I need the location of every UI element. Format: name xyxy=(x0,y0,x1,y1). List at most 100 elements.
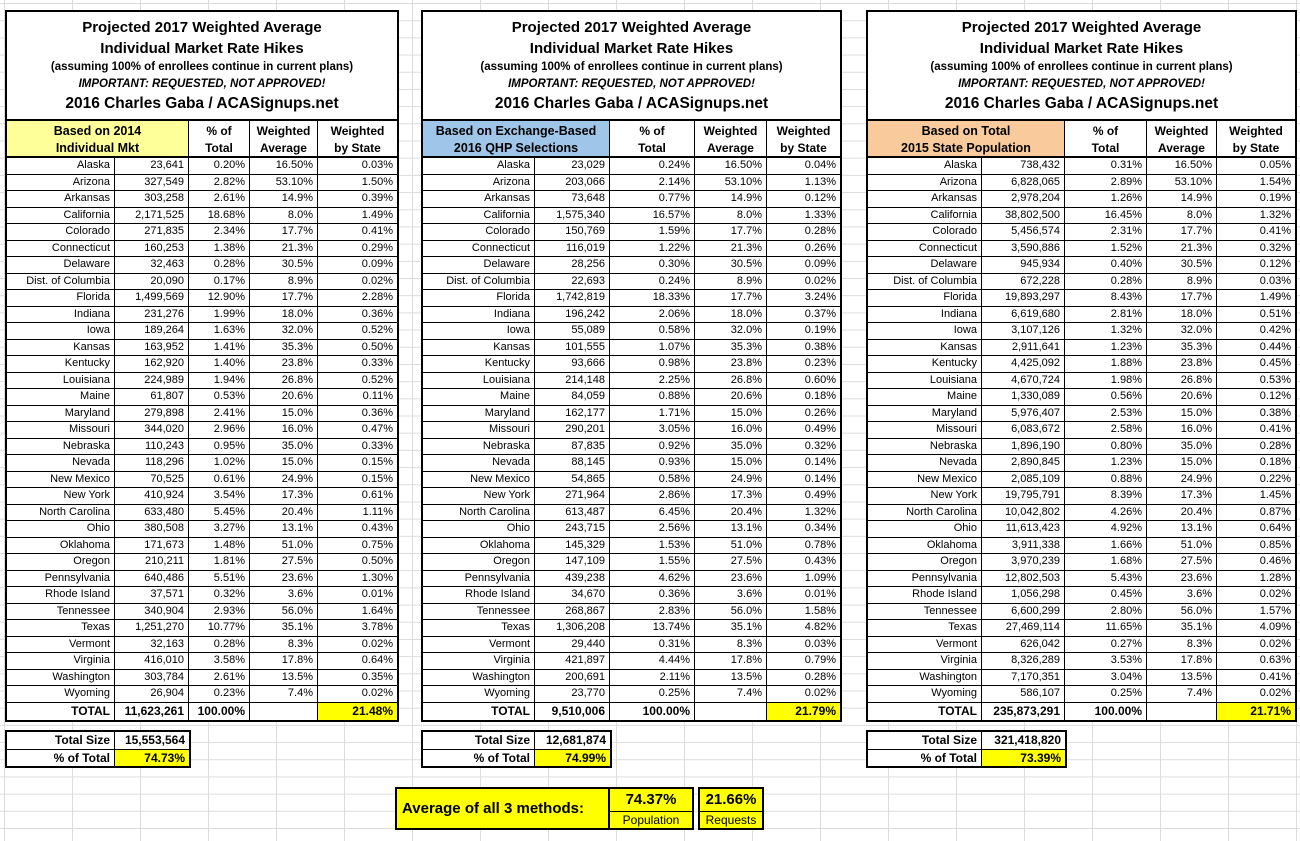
state-name-cell[interactable]: Dist. of Columbia xyxy=(423,273,535,289)
enrollment-value-cell[interactable]: 171,673 xyxy=(115,537,189,553)
weighted-average-cell[interactable]: 17.7% xyxy=(250,290,318,306)
weighted-average-cell[interactable]: 20.6% xyxy=(250,389,318,405)
table-title-block[interactable]: Projected 2017 Weighted Average Individu… xyxy=(866,10,1297,121)
weighted-average-cell[interactable]: 27.5% xyxy=(250,554,318,570)
enrollment-value-cell[interactable]: 5,976,407 xyxy=(982,405,1065,421)
enrollment-value-cell[interactable]: 1,896,190 xyxy=(982,438,1065,454)
state-name-cell[interactable]: Rhode Island xyxy=(423,587,535,603)
weighted-by-state-cell[interactable]: 3.24% xyxy=(804,291,836,303)
summary-requests-cell[interactable]: 21.66% Requests xyxy=(698,787,764,830)
pct-of-total-cell[interactable]: 0.36% xyxy=(610,587,695,603)
state-name-cell[interactable]: Dist. of Columbia xyxy=(7,273,115,289)
pct-of-total-cell[interactable]: 1.63% xyxy=(189,323,250,339)
weighted-by-state-cell[interactable]: 0.18% xyxy=(804,390,836,402)
total-weighted-by-state-cell[interactable]: 21.71% xyxy=(1217,702,1295,720)
enrollment-value-cell[interactable]: 421,897 xyxy=(535,653,610,669)
state-name-cell[interactable]: Nebraska xyxy=(423,438,535,454)
enrollment-value-cell[interactable]: 2,171,525 xyxy=(115,207,189,223)
pct-of-total-cell[interactable]: 8.39% xyxy=(1065,488,1147,504)
weighted-average-cell[interactable]: 24.9% xyxy=(695,471,767,487)
weighted-by-state-cell[interactable]: 0.42% xyxy=(1259,324,1291,336)
enrollment-value-cell[interactable]: 3,970,239 xyxy=(982,554,1065,570)
pct-of-total-cell[interactable]: 1.32% xyxy=(1065,323,1147,339)
weighted-average-cell[interactable]: 13.5% xyxy=(250,669,318,685)
weighted-by-state-cell[interactable]: 1.64% xyxy=(361,604,393,617)
weighted-by-state-cell[interactable]: 0.23% xyxy=(804,357,836,369)
weighted-by-state-cell[interactable]: 0.02% xyxy=(804,274,836,287)
enrollment-value-cell[interactable]: 2,085,109 xyxy=(982,471,1065,487)
weighted-average-cell[interactable]: 17.7% xyxy=(695,224,767,240)
weighted-by-state-cell[interactable]: 0.39% xyxy=(361,192,393,204)
state-name-cell[interactable]: Vermont xyxy=(423,636,535,652)
pct-of-total-cell[interactable]: 1.94% xyxy=(189,372,250,388)
weighted-average-cell[interactable]: 13.1% xyxy=(1147,521,1217,537)
pct-of-total-cell[interactable]: 2.06% xyxy=(610,306,695,322)
weighted-by-state-cell[interactable]: 1.49% xyxy=(361,208,393,221)
weighted-by-state-cell[interactable]: 0.87% xyxy=(1259,505,1291,518)
weighted-by-state-cell[interactable]: 0.09% xyxy=(804,258,836,270)
state-name-cell[interactable]: Washington xyxy=(7,669,115,685)
weighted-by-state-cell[interactable]: 0.14% xyxy=(804,456,836,468)
state-name-cell[interactable]: Alaska xyxy=(423,158,535,174)
weighted-by-state-cell[interactable]: 0.34% xyxy=(804,522,836,534)
weighted-average-cell[interactable]: 21.3% xyxy=(250,240,318,256)
weighted-average-cell[interactable]: 16.50% xyxy=(250,158,318,174)
enrollment-value-cell[interactable]: 19,795,791 xyxy=(982,488,1065,504)
enrollment-value-cell[interactable]: 3,911,338 xyxy=(982,537,1065,553)
weighted-by-state-cell[interactable]: 0.64% xyxy=(361,654,393,666)
weighted-by-state-cell[interactable]: 0.78% xyxy=(804,538,836,551)
total-pct-cell[interactable]: 100.00% xyxy=(610,702,695,720)
state-name-cell[interactable]: Missouri xyxy=(7,422,115,438)
weighted-by-state-cell[interactable]: 1.33% xyxy=(804,208,836,221)
weighted-average-cell[interactable]: 16.0% xyxy=(250,422,318,438)
pct-of-total-cell[interactable]: 2.81% xyxy=(1065,306,1147,322)
enrollment-value-cell[interactable]: 88,145 xyxy=(535,455,610,471)
enrollment-value-cell[interactable]: 613,487 xyxy=(535,504,610,520)
weighted-average-cell[interactable]: 7.4% xyxy=(250,686,318,702)
state-name-cell[interactable]: Indiana xyxy=(7,306,115,322)
basis-header-cell[interactable]: Based on Exchange-Based 2016 QHP Selectio… xyxy=(423,121,610,156)
enrollment-value-cell[interactable]: 279,898 xyxy=(115,405,189,421)
weighted-average-cell[interactable]: 35.1% xyxy=(250,620,318,636)
weighted-average-cell[interactable]: 17.8% xyxy=(695,653,767,669)
weighted-average-cell[interactable]: 15.0% xyxy=(1147,455,1217,471)
total-weighted-average-cell[interactable] xyxy=(1147,702,1217,720)
weighted-average-cell[interactable]: 15.0% xyxy=(695,405,767,421)
weighted-by-state-cell[interactable]: 0.36% xyxy=(361,406,393,419)
pct-of-total-cell[interactable]: 1.88% xyxy=(1065,356,1147,372)
pct-of-total-cell[interactable]: 16.45% xyxy=(1065,207,1147,223)
enrollment-value-cell[interactable]: 19,893,297 xyxy=(982,290,1065,306)
weighted-average-cell[interactable]: 17.3% xyxy=(250,488,318,504)
weighted-by-state-cell[interactable]: 0.33% xyxy=(361,439,393,452)
enrollment-value-cell[interactable]: 110,243 xyxy=(115,438,189,454)
pct-of-total-cell[interactable]: 0.58% xyxy=(610,323,695,339)
weighted-by-state-cell[interactable]: 0.52% xyxy=(361,373,393,386)
weighted-by-state-cell[interactable]: 0.32% xyxy=(1259,241,1291,254)
state-name-cell[interactable]: Connecticut xyxy=(423,240,535,256)
enrollment-value-cell[interactable]: 55,089 xyxy=(535,323,610,339)
weighted-by-state-cell[interactable]: 0.32% xyxy=(804,439,836,452)
weighted-average-cell[interactable]: 26.8% xyxy=(250,372,318,388)
weighted-by-state-cell[interactable]: 0.05% xyxy=(1259,159,1291,171)
weighted-by-state-cell[interactable]: 0.14% xyxy=(804,472,836,485)
state-name-cell[interactable]: Ohio xyxy=(7,521,115,537)
enrollment-value-cell[interactable]: 243,715 xyxy=(535,521,610,537)
enrollment-value-cell[interactable]: 8,326,289 xyxy=(982,653,1065,669)
basis-header-cell[interactable]: Based on 2014 Individual Mkt xyxy=(7,121,189,156)
state-name-cell[interactable]: Tennessee xyxy=(868,603,982,619)
state-name-cell[interactable]: Maine xyxy=(868,389,982,405)
state-name-cell[interactable]: Florida xyxy=(423,290,535,306)
weighted-by-state-cell[interactable]: 0.11% xyxy=(362,390,393,402)
pct-of-total-cell[interactable]: 0.31% xyxy=(1065,158,1147,174)
state-name-cell[interactable]: Connecticut xyxy=(868,240,982,256)
state-name-cell[interactable]: Texas xyxy=(7,620,115,636)
enrollment-value-cell[interactable]: 147,109 xyxy=(535,554,610,570)
pct-of-total-cell[interactable]: 0.45% xyxy=(1065,587,1147,603)
weighted-by-state-cell[interactable]: 0.01% xyxy=(361,588,393,600)
pct-of-total-cell[interactable]: 16.57% xyxy=(610,207,695,223)
pct-of-total-cell[interactable]: 2.93% xyxy=(189,603,250,619)
weighted-by-state-cell[interactable]: 3.78% xyxy=(361,621,393,633)
pct-of-total-cell[interactable]: 3.27% xyxy=(189,521,250,537)
state-name-cell[interactable]: Missouri xyxy=(868,422,982,438)
enrollment-value-cell[interactable]: 224,989 xyxy=(115,372,189,388)
